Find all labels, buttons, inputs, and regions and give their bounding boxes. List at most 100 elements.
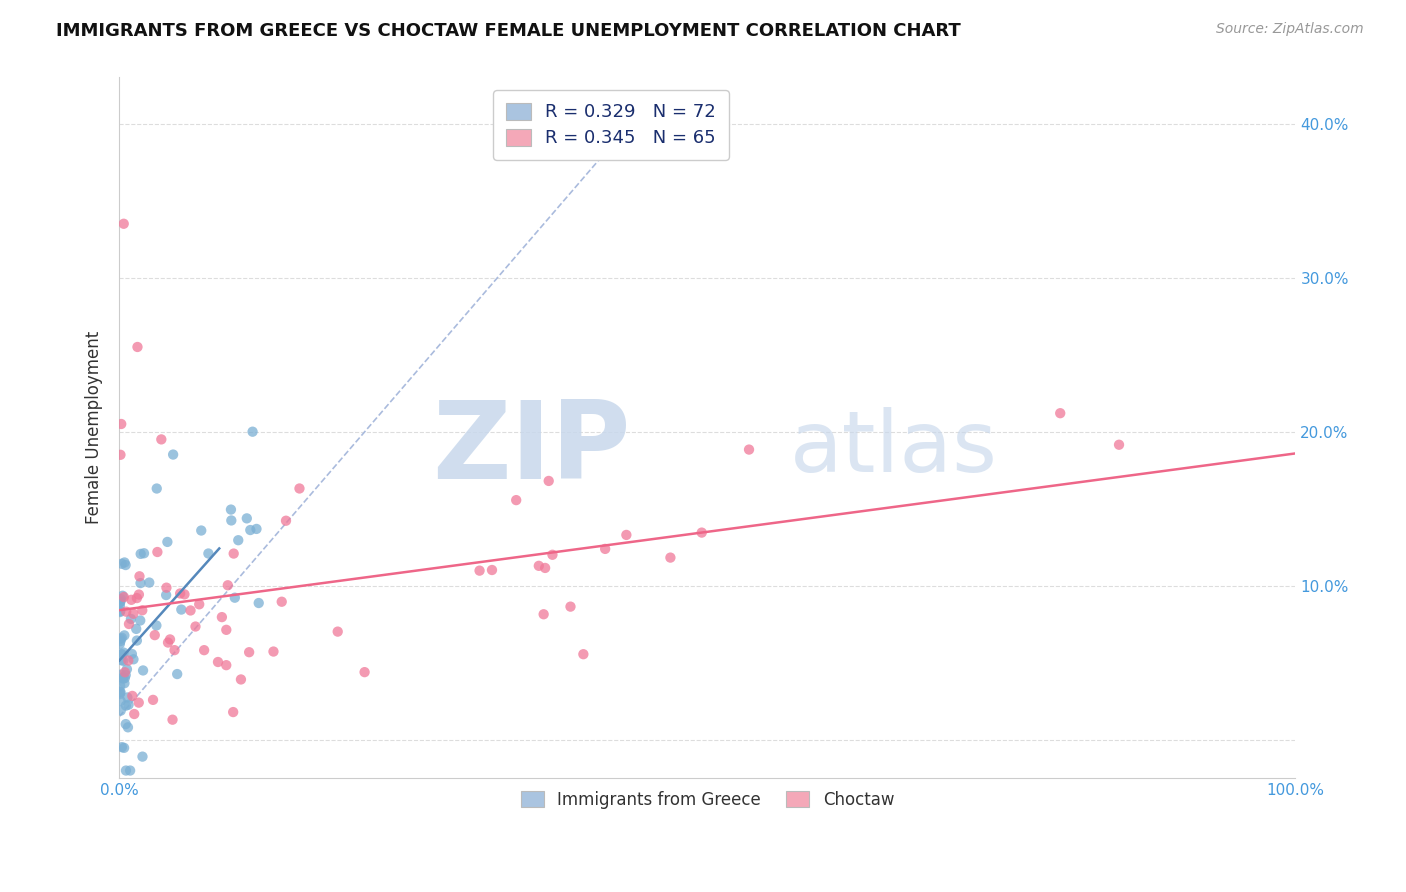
Point bbox=[155, 581, 177, 595]
Text: ZIP: ZIP bbox=[433, 396, 631, 502]
Point bbox=[122, 607, 145, 621]
Point bbox=[125, 622, 148, 636]
Point bbox=[110, 632, 132, 646]
Point bbox=[111, 740, 134, 755]
Point bbox=[146, 545, 169, 559]
Point bbox=[108, 687, 131, 701]
Point bbox=[128, 569, 150, 583]
Point bbox=[128, 696, 150, 710]
Point bbox=[560, 599, 582, 614]
Point bbox=[112, 740, 135, 755]
Point bbox=[108, 599, 131, 613]
Point bbox=[690, 525, 713, 540]
Point bbox=[138, 575, 160, 590]
Point bbox=[159, 632, 181, 647]
Point bbox=[114, 671, 136, 685]
Point bbox=[505, 493, 527, 508]
Point bbox=[108, 605, 131, 619]
Point bbox=[222, 705, 245, 719]
Point bbox=[215, 658, 238, 673]
Point bbox=[108, 637, 131, 651]
Point bbox=[270, 595, 292, 609]
Point bbox=[110, 704, 132, 718]
Point bbox=[115, 605, 138, 619]
Text: Source: ZipAtlas.com: Source: ZipAtlas.com bbox=[1216, 22, 1364, 37]
Point bbox=[274, 514, 297, 528]
Point bbox=[121, 689, 143, 703]
Point bbox=[129, 576, 152, 591]
Point bbox=[353, 665, 375, 680]
Point bbox=[112, 217, 135, 231]
Point bbox=[108, 679, 131, 693]
Point bbox=[659, 550, 682, 565]
Point bbox=[114, 556, 136, 570]
Point bbox=[129, 547, 152, 561]
Point bbox=[166, 667, 188, 681]
Point bbox=[131, 603, 153, 617]
Point bbox=[117, 690, 139, 705]
Point bbox=[132, 664, 155, 678]
Point bbox=[128, 588, 150, 602]
Point bbox=[111, 631, 134, 645]
Point bbox=[221, 513, 243, 527]
Point bbox=[112, 590, 135, 604]
Point bbox=[112, 654, 135, 668]
Point bbox=[121, 647, 143, 661]
Point bbox=[132, 546, 155, 560]
Point bbox=[238, 645, 260, 659]
Point bbox=[173, 587, 195, 601]
Point bbox=[155, 588, 177, 602]
Point bbox=[247, 596, 270, 610]
Point bbox=[468, 564, 491, 578]
Point bbox=[120, 764, 142, 778]
Point bbox=[229, 673, 252, 687]
Point bbox=[145, 482, 167, 496]
Point bbox=[162, 448, 184, 462]
Point bbox=[169, 586, 191, 600]
Point bbox=[572, 647, 595, 661]
Point bbox=[131, 749, 153, 764]
Point bbox=[215, 623, 238, 637]
Point bbox=[288, 482, 311, 496]
Point bbox=[245, 522, 267, 536]
Point bbox=[125, 633, 148, 648]
Point bbox=[142, 693, 165, 707]
Point bbox=[111, 557, 134, 571]
Point bbox=[114, 717, 136, 731]
Point bbox=[110, 667, 132, 681]
Point bbox=[108, 684, 131, 698]
Point bbox=[110, 653, 132, 667]
Point bbox=[114, 558, 136, 572]
Point bbox=[129, 614, 152, 628]
Point bbox=[217, 578, 239, 592]
Point bbox=[108, 595, 131, 609]
Point bbox=[219, 502, 242, 516]
Point bbox=[118, 617, 141, 632]
Point bbox=[326, 624, 349, 639]
Point bbox=[115, 764, 138, 778]
Legend: Immigrants from Greece, Choctaw: Immigrants from Greece, Choctaw bbox=[515, 784, 901, 815]
Point bbox=[534, 561, 557, 575]
Point bbox=[481, 563, 503, 577]
Point bbox=[738, 442, 761, 457]
Point bbox=[115, 662, 138, 676]
Point bbox=[263, 644, 285, 658]
Point bbox=[122, 652, 145, 666]
Point bbox=[127, 340, 149, 354]
Point bbox=[115, 698, 138, 713]
Point bbox=[190, 524, 212, 538]
Point bbox=[226, 533, 249, 548]
Point bbox=[193, 643, 215, 657]
Point bbox=[533, 607, 555, 622]
Point bbox=[157, 635, 180, 649]
Point bbox=[125, 591, 148, 605]
Point bbox=[120, 612, 142, 626]
Point bbox=[117, 654, 139, 668]
Point bbox=[122, 706, 145, 721]
Point bbox=[207, 655, 229, 669]
Point bbox=[537, 474, 560, 488]
Point bbox=[162, 713, 184, 727]
Point bbox=[112, 646, 135, 660]
Text: atlas: atlas bbox=[790, 408, 998, 491]
Point bbox=[114, 676, 136, 690]
